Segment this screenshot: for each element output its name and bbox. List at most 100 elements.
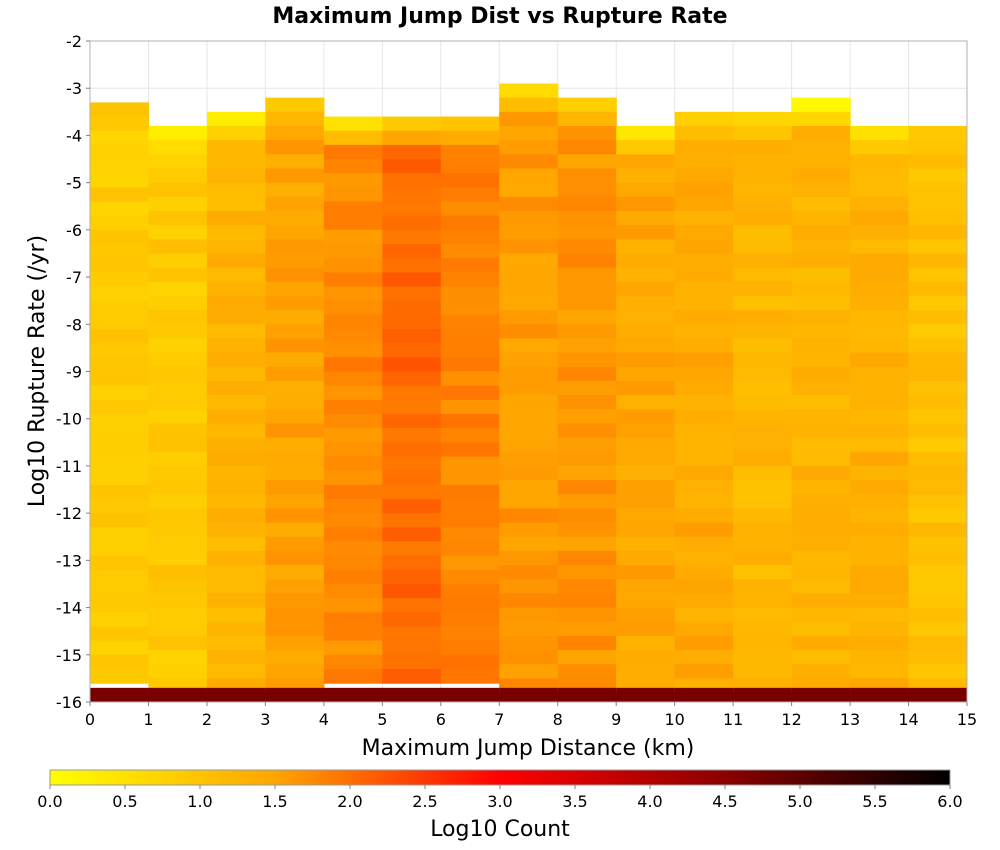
heatmap-cell [382,654,442,670]
heatmap-cell [90,598,150,613]
heatmap-cell [616,210,676,226]
heatmap-cell [850,352,910,368]
heatmap-cell [265,168,325,184]
heatmap-cell [557,380,617,396]
heatmap-cell [440,357,500,373]
heatmap-cell [323,668,383,684]
heatmap-cell [674,196,734,212]
heatmap-cell [557,168,617,184]
heatmap-cell [90,555,150,571]
heatmap-cell [148,125,208,141]
heatmap-cell [674,125,734,141]
heatmap-cell [382,456,442,472]
heatmap-cell [616,409,676,425]
heatmap-cell [206,111,266,127]
x-tick-label: 6 [436,710,446,729]
heatmap-cell [440,399,500,415]
heatmap-cell [616,154,676,170]
heatmap-cell [616,550,676,566]
heatmap-cell [323,130,383,146]
heatmap-cell [616,125,676,141]
heatmap-cells [90,83,967,702]
heatmap-cell [323,187,383,203]
heatmap-cell [499,423,559,439]
heatmap-cell [90,442,150,458]
heatmap-cell [90,329,150,344]
colorbar-tick-label: 0.0 [37,792,62,811]
heatmap-cell [850,295,910,311]
heatmap-cell [791,451,851,467]
heatmap-cell [908,395,967,410]
heatmap-cell [791,508,851,524]
heatmap-cell [674,352,734,368]
heatmap-cell [265,253,325,269]
heatmap-cell [499,154,559,170]
heatmap-cell [265,295,325,311]
heatmap-cell [557,621,617,637]
heatmap-cell [265,97,325,113]
heatmap-cell [206,480,266,495]
heatmap-cell [499,380,559,396]
heatmap-cell [499,664,559,679]
heatmap-cell [148,550,208,566]
heatmap-cell [382,329,442,344]
heatmap-cell [440,144,500,160]
heatmap-cell [323,300,383,316]
heatmap-cell-bottom [908,687,967,702]
y-tick-label: -11 [56,457,82,476]
heatmap-cell [440,244,500,259]
heatmap-cell [791,352,851,368]
heatmap-cell [90,413,150,429]
heatmap-cell [850,366,910,382]
heatmap-cell [206,579,266,595]
heatmap-cell [499,210,559,226]
x-tick-label: 13 [840,710,860,729]
heatmap-cell [90,244,150,259]
heatmap-cell [791,97,851,113]
heatmap-cell [674,267,734,283]
x-tick-label: 11 [723,710,743,729]
heatmap-cell [557,366,617,382]
heatmap-cell [206,239,266,255]
heatmap-cell-bottom [265,687,325,702]
heatmap-cell [206,168,266,184]
heatmap-cell [908,508,967,524]
heatmap-cell [499,579,559,595]
heatmap-cell [323,215,383,231]
heatmap-cell [265,650,325,665]
heatmap-cell [323,654,383,670]
heatmap-cell [499,366,559,382]
heatmap-cell [557,338,617,354]
heatmap-cell [206,565,266,580]
heatmap-cell [616,664,676,679]
heatmap-cell-bottom [382,687,442,702]
heatmap-cell [206,536,266,552]
heatmap-cell [148,423,208,439]
heatmap-cell [733,409,793,425]
heatmap-cell [791,480,851,495]
heatmap-cell [791,565,851,580]
heatmap-cell [206,451,266,467]
heatmap-cell [616,579,676,595]
colorbar-tick-label: 2.5 [412,792,437,811]
heatmap-cell-bottom [323,687,383,702]
heatmap-cell [616,168,676,184]
heatmap-cell [265,621,325,637]
heatmap-cell-bottom [90,687,150,702]
heatmap-cell [674,154,734,170]
heatmap-cell [440,173,500,188]
heatmap-cell [791,593,851,609]
heatmap-cell [440,626,500,642]
heatmap-cell [440,258,500,273]
heatmap-cell [90,640,150,656]
y-tick-label: -3 [66,79,82,98]
heatmap-cell [557,536,617,552]
heatmap-cell [90,187,150,203]
heatmap-cell [323,413,383,429]
heatmap-cell [382,583,442,599]
heatmap-cell [557,395,617,410]
heatmap-cell [499,607,559,623]
y-tick-label: -13 [56,551,82,570]
heatmap-cell [557,494,617,510]
heatmap-cell [90,484,150,500]
